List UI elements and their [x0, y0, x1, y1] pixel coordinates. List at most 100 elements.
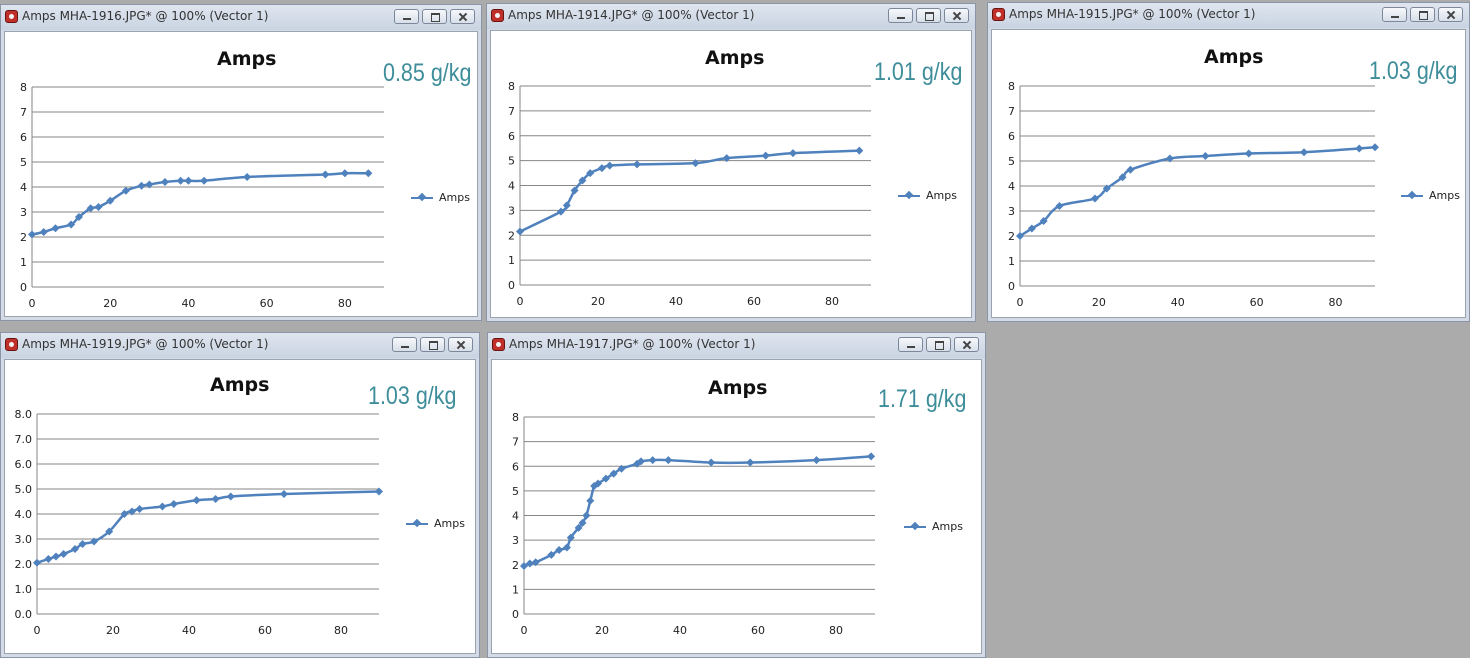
app-icon [492, 338, 505, 351]
chart-window-1916[interactable]: Amps MHA-1916.JPG* @ 100% (Vector 1) Amp… [0, 4, 482, 321]
y-tick-label: 2 [1008, 230, 1015, 243]
close-button[interactable] [450, 9, 475, 24]
y-tick-label: 7 [20, 106, 27, 119]
minimize-button[interactable] [888, 8, 913, 23]
y-tick-label: 1 [1008, 255, 1015, 268]
x-tick-label: 80 [829, 624, 843, 637]
data-point-marker [516, 227, 524, 236]
data-point-marker [78, 540, 87, 548]
chart-canvas: Amps 0.85 g/kg 0 1 2 3 4 5 6 7 8 0 20 40 60 80 Amps [4, 31, 478, 317]
data-point-marker [617, 464, 626, 473]
chart-title: Amps [1204, 46, 1264, 68]
minimize-button[interactable] [392, 337, 417, 352]
x-tick-label: 40 [673, 624, 687, 637]
data-point-marker [664, 456, 673, 465]
y-tick-label: 0 [20, 281, 27, 294]
minimize-button[interactable] [898, 337, 923, 352]
data-point-marker [707, 458, 716, 467]
y-tick-label: 0.0 [15, 608, 33, 621]
series-line-amps [519, 149, 860, 233]
y-tick-label: 6 [20, 131, 27, 144]
y-tick-label: 1 [512, 583, 519, 596]
y-tick-label: 1.0 [15, 583, 33, 596]
close-button[interactable] [448, 337, 473, 352]
window-title: Amps MHA-1914.JPG* @ 100% (Vector 1) [508, 8, 755, 22]
data-point-marker [586, 496, 595, 505]
window-titlebar[interactable]: Amps MHA-1917.JPG* @ 100% (Vector 1) [488, 333, 985, 358]
chart-window-1914[interactable]: Amps MHA-1914.JPG* @ 100% (Vector 1) Amp… [486, 3, 976, 322]
data-point-marker [1201, 152, 1210, 160]
data-point-marker [105, 527, 114, 536]
data-point-marker [137, 181, 146, 190]
window-titlebar[interactable]: Amps MHA-1915.JPG* @ 100% (Vector 1) [988, 3, 1469, 28]
legend-label: Amps [926, 189, 957, 202]
data-point-marker [691, 159, 700, 168]
chart-window-1915[interactable]: Amps MHA-1915.JPG* @ 100% (Vector 1) Amp… [987, 2, 1470, 322]
data-point-marker [633, 160, 641, 169]
y-tick-label: 3 [512, 534, 519, 547]
y-tick-label: 8 [512, 411, 519, 424]
data-point-marker [1371, 143, 1379, 152]
maximize-button[interactable] [916, 8, 941, 23]
y-tick-label: 7 [1008, 105, 1015, 118]
x-tick-label: 40 [182, 624, 196, 637]
data-point-marker [33, 558, 41, 567]
data-point-marker [637, 457, 645, 466]
data-point-marker [525, 559, 534, 568]
y-tick-label: 1 [20, 256, 27, 269]
chart-window-1919[interactable]: Amps MHA-1919.JPG* @ 100% (Vector 1) Amp… [0, 332, 480, 658]
x-tick-label: 40 [669, 295, 683, 308]
close-button[interactable] [954, 337, 979, 352]
maximize-button[interactable] [926, 337, 951, 352]
data-point-marker [1165, 154, 1174, 163]
data-point-marker [28, 230, 36, 239]
maximize-button[interactable] [422, 9, 447, 24]
data-point-marker [135, 505, 144, 513]
data-point-marker [340, 169, 349, 178]
data-point-marker [1039, 217, 1048, 225]
data-point-marker [59, 550, 68, 558]
series-line-amps [31, 171, 369, 236]
data-point-marker [211, 495, 220, 503]
app-icon [5, 10, 18, 23]
y-tick-label: 8 [1008, 80, 1015, 93]
data-point-marker [74, 213, 83, 221]
x-tick-label: 20 [591, 295, 605, 308]
y-tick-label: 5 [508, 155, 515, 168]
maximize-button[interactable] [420, 337, 445, 352]
window-titlebar[interactable]: Amps MHA-1916.JPG* @ 100% (Vector 1) [1, 5, 481, 30]
minimize-button[interactable] [394, 9, 419, 24]
series-line-amps [523, 455, 872, 568]
window-titlebar[interactable]: Amps MHA-1919.JPG* @ 100% (Vector 1) [1, 333, 479, 358]
chart-window-1917[interactable]: Amps MHA-1917.JPG* @ 100% (Vector 1) Amp… [487, 332, 986, 658]
data-point-marker [1244, 149, 1253, 158]
data-point-marker [184, 176, 193, 185]
y-tick-label: 4 [1008, 180, 1015, 193]
y-tick-label: 5 [512, 485, 519, 498]
x-tick-label: 0 [1017, 296, 1024, 309]
humidity-note: 0.85 g/kg [383, 59, 472, 87]
data-point-marker [555, 545, 564, 554]
maximize-button[interactable] [1410, 7, 1435, 22]
close-button[interactable] [944, 8, 969, 23]
y-tick-label: 8 [20, 81, 27, 94]
y-tick-label: 2.0 [15, 558, 33, 571]
y-tick-label: 3 [20, 206, 27, 219]
data-point-marker [71, 545, 79, 553]
app-icon [491, 9, 504, 22]
window-titlebar[interactable]: Amps MHA-1914.JPG* @ 100% (Vector 1) [487, 4, 975, 29]
legend-label: Amps [932, 520, 963, 533]
close-button[interactable] [1438, 7, 1463, 22]
data-point-marker [280, 490, 288, 498]
y-tick-label: 4.0 [15, 508, 33, 521]
chart-plot: 0.0 1.0 2.0 3.0 4.0 5.0 6.0 7.0 8.0 0 20 40 60 80 [15, 408, 383, 637]
y-tick-label: 2 [508, 229, 515, 242]
data-point-marker [594, 479, 603, 488]
data-point-marker [176, 176, 185, 185]
data-point-marker [562, 201, 571, 210]
data-point-marker [94, 203, 103, 211]
legend-label: Amps [434, 517, 465, 530]
y-tick-label: 0 [1008, 280, 1015, 293]
minimize-button[interactable] [1382, 7, 1407, 22]
